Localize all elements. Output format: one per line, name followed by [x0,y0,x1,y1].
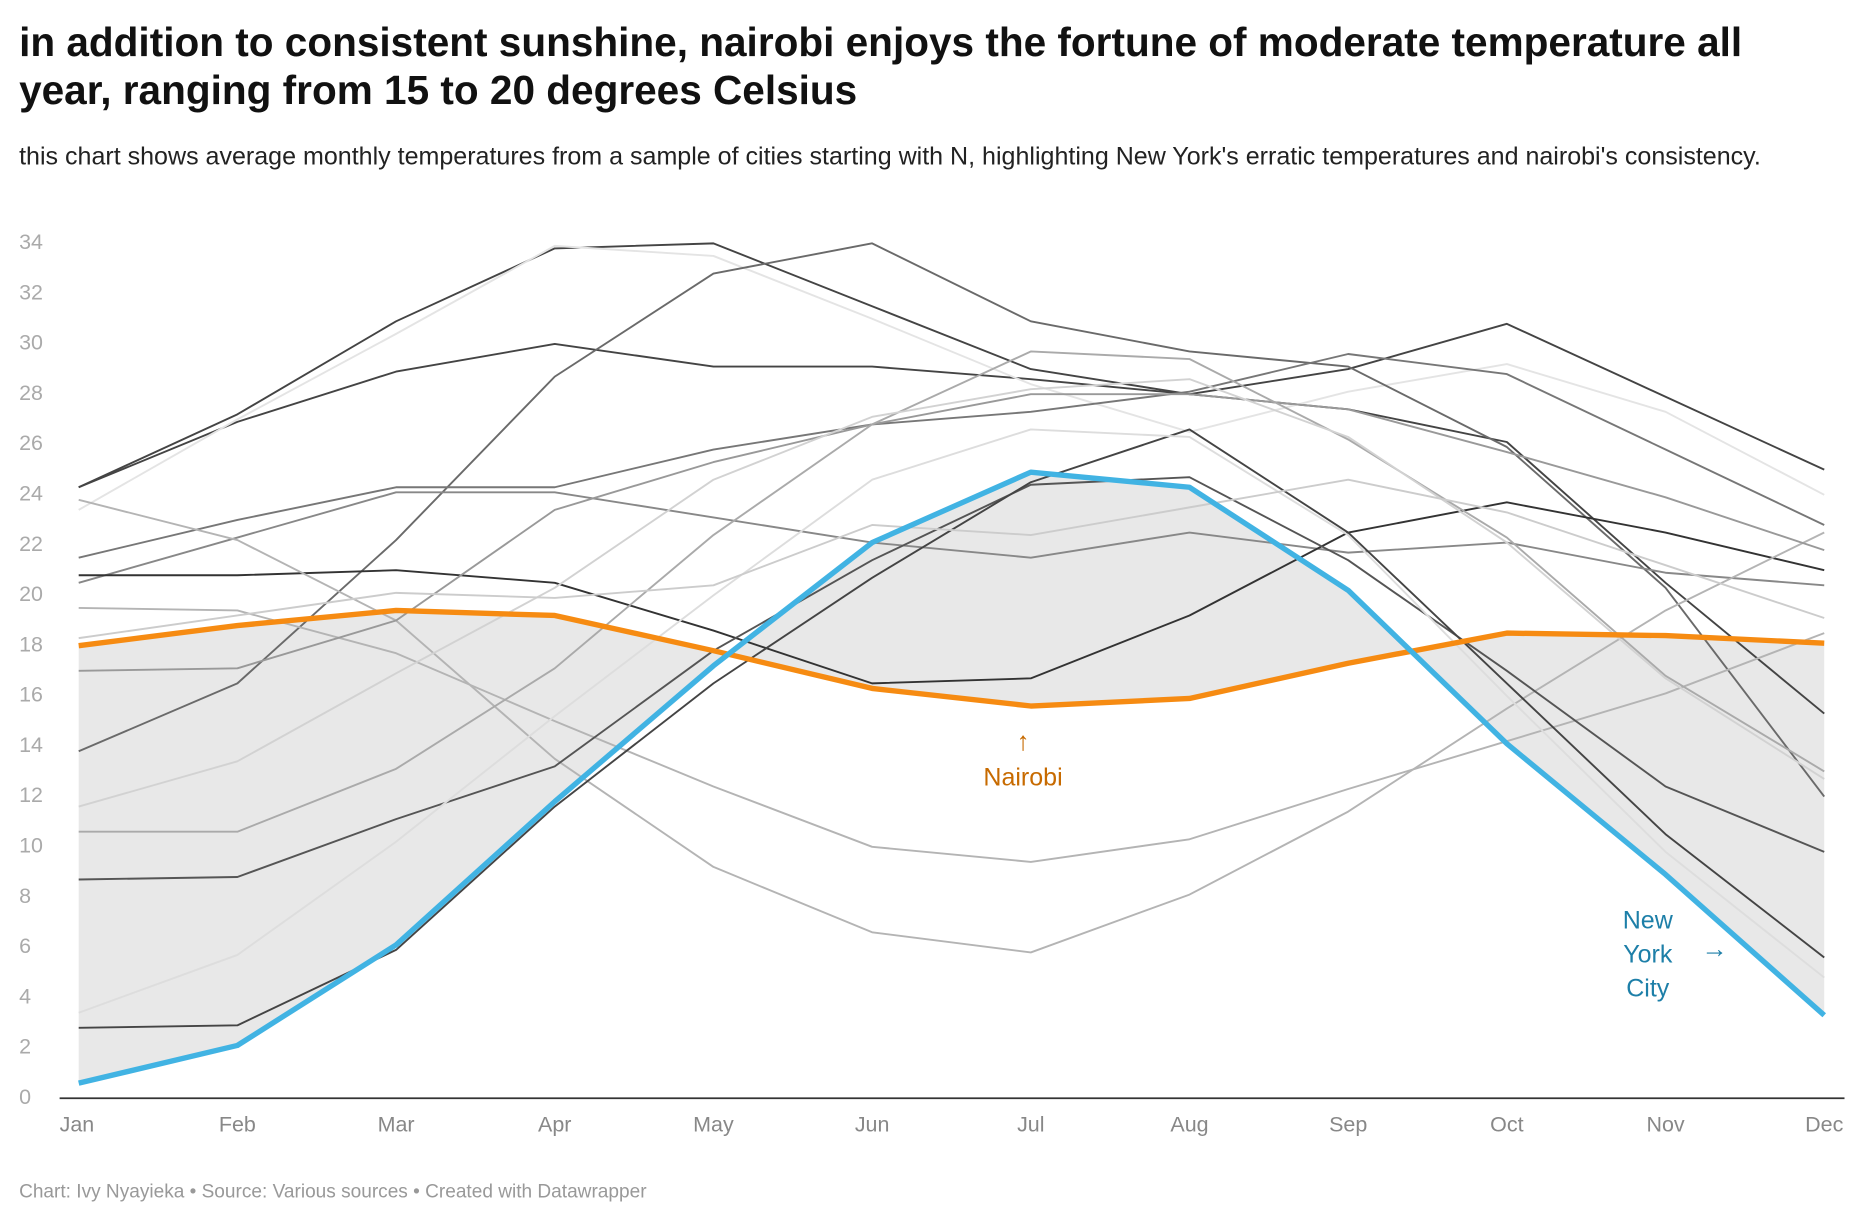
series-line [78,322,1825,489]
x-tick-label: Apr [538,1112,571,1136]
y-tick-label: 26 [19,431,43,455]
y-tick-label: 14 [19,733,43,757]
y-tick-label: 30 [19,331,43,355]
x-tick-label: Mar [378,1112,415,1136]
series-line [78,501,1825,685]
x-tick-label: Feb [219,1112,256,1136]
x-tick-label: Jul [1017,1112,1044,1136]
series-line [78,242,1825,715]
annotation-arrow: → [1701,933,1727,963]
annotation-arrow: ↑ [1016,726,1029,756]
series-line [78,393,1825,672]
y-tick-label: 8 [19,884,31,908]
y-tick-label: 18 [19,632,43,656]
series-line [78,478,1825,640]
series-line [78,469,1827,1086]
series-line [78,350,1825,833]
chart-subtitle: this chart shows average monthly tempera… [19,143,1761,171]
series-line [78,476,1825,881]
series-line [78,353,1825,559]
x-tick-label: Jun [855,1112,890,1136]
x-tick-label: May [693,1112,734,1136]
shaded-range [78,472,1825,1084]
y-tick-label: 4 [19,984,31,1008]
x-tick-label: Oct [1490,1112,1523,1136]
y-tick-label: 2 [19,1035,31,1059]
y-tick-label: 6 [19,934,31,958]
title-box: in addition to consistent sunshine, nair… [19,20,1743,114]
series-line [78,244,1825,511]
annotation-text: Nairobi [983,763,1062,791]
y-tick-label: 24 [19,481,43,505]
chart-title: in addition to consistent sunshine, nair… [19,20,1743,114]
x-tick-label: Aug [1170,1112,1208,1136]
annotation-text: York [1623,940,1673,968]
series-line [78,606,1825,863]
series-line [78,498,1825,954]
y-tick-label: 10 [19,833,43,857]
y-tick-label: 12 [19,783,43,807]
y-tick-label: 22 [19,532,43,556]
series-line [78,607,1825,709]
annotation-text: City [1626,974,1670,1002]
y-tick-label: 34 [19,230,43,254]
subtitle-box: this chart shows average monthly tempera… [19,143,1761,171]
x-tick-label: Dec [1805,1112,1843,1136]
y-tick-label: 16 [19,683,43,707]
series-line [78,428,1825,1014]
series-line [78,378,1825,808]
x-tick-label: Jan [60,1112,95,1136]
footer: Chart: Ivy Nyayieka • Source: Various so… [19,1181,647,1202]
series-line [78,491,1825,587]
y-tick-label: 0 [19,1085,31,1109]
x-tick-label: Sep [1329,1112,1367,1136]
y-tick-label: 32 [19,280,43,304]
annotation-text: New [1623,906,1674,934]
y-tick-label: 28 [19,381,43,405]
y-tick-label: 20 [19,582,43,606]
x-tick-label: Nov [1646,1112,1684,1136]
series-line [78,242,1825,798]
